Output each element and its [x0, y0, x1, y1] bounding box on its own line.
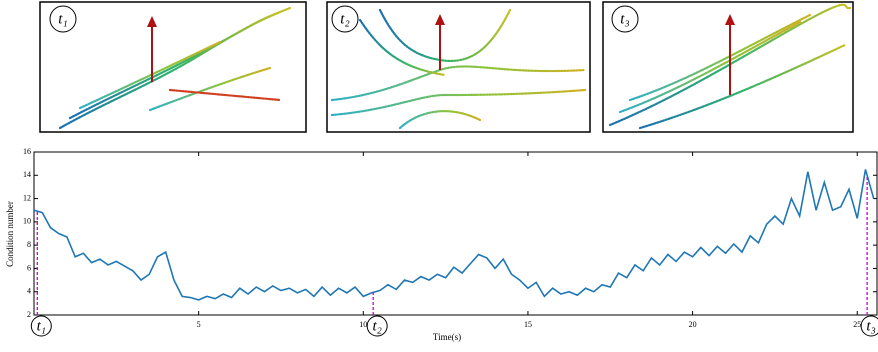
y-tick-label: 10 — [23, 217, 31, 226]
y-tick-label: 12 — [23, 193, 31, 202]
x-tick-label: 20 — [689, 320, 697, 329]
panel-label: t₃ — [620, 11, 629, 27]
panel-label: t₁ — [58, 11, 67, 27]
y-axis-title: Condition number — [5, 201, 15, 267]
y-tick-label: 4 — [27, 287, 31, 296]
x-axis-title: Time(s) — [433, 332, 461, 342]
marker-label: t₂ — [372, 318, 381, 334]
data-line — [34, 169, 874, 299]
y-tick-label: 6 — [27, 263, 31, 272]
x-tick-label: 15 — [524, 320, 532, 329]
y-tick-label: 8 — [27, 240, 31, 249]
marker-label: t₁ — [37, 318, 46, 334]
marker-label: t₃ — [866, 318, 875, 334]
y-tick-label: 14 — [23, 170, 31, 179]
x-tick-label: 10 — [359, 320, 367, 329]
panel-1: t₁ — [40, 2, 306, 132]
plot-frame — [34, 152, 877, 315]
panel-label: t₂ — [340, 11, 349, 27]
figure: t₁ t₂ t₃ Time(s) Condition number 2 4 6 8 10… — [0, 0, 878, 352]
x-tick-label: 5 — [197, 320, 201, 329]
y-tick-label: 16 — [23, 147, 31, 156]
panel-2: t₂ — [327, 2, 590, 132]
panel-3: t₃ — [603, 2, 853, 132]
y-tick-label: 2 — [27, 310, 31, 319]
x-tick-label: 25 — [853, 320, 861, 329]
